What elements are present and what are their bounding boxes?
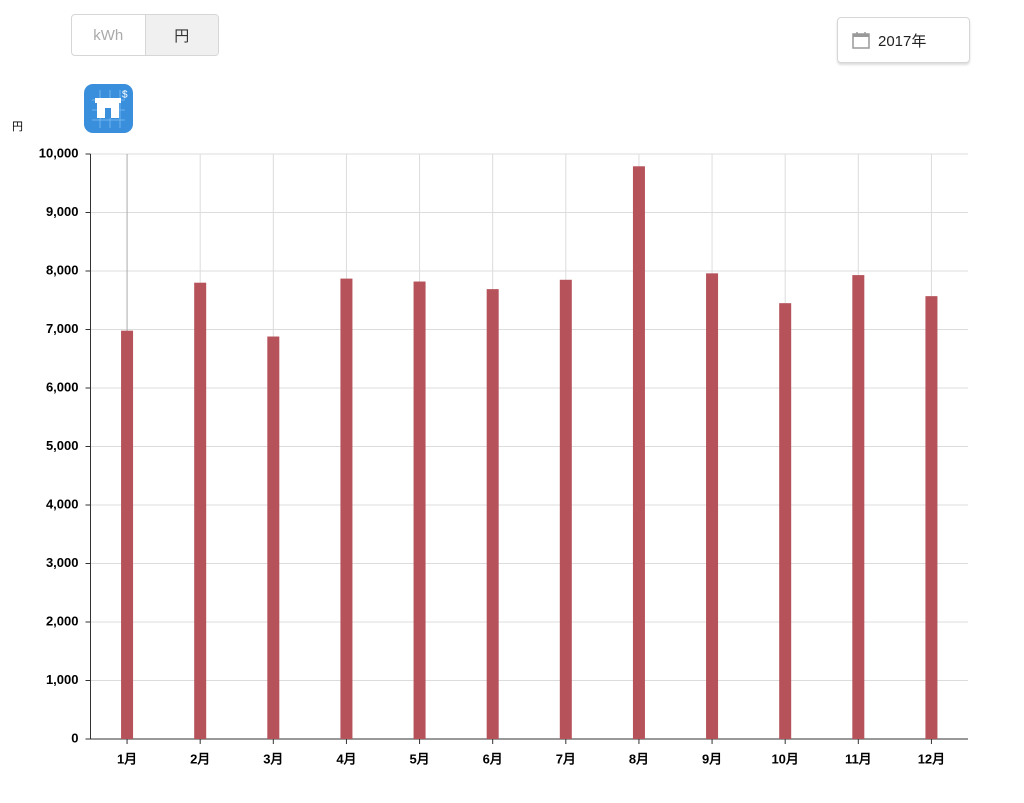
x-tick-label: 1月 <box>117 751 137 766</box>
calendar-icon <box>852 32 870 49</box>
y-tick-label: 0 <box>71 730 78 745</box>
toggle-yen[interactable]: 円 <box>144 15 218 55</box>
y-tick-label: 10,000 <box>39 145 79 160</box>
bar <box>413 281 426 739</box>
toggle-kwh[interactable]: kWh <box>93 26 124 44</box>
y-tick-label: 6,000 <box>46 379 79 394</box>
bar <box>779 303 792 739</box>
y-tick-label: 5,000 <box>46 438 79 453</box>
x-tick-label: 8月 <box>629 751 649 766</box>
x-tick-label: 10月 <box>771 751 798 766</box>
x-tick-label: 5月 <box>409 751 429 766</box>
x-tick-label: 6月 <box>483 751 503 766</box>
y-tick-label: 8,000 <box>46 262 79 277</box>
x-tick-label: 11月 <box>845 751 872 766</box>
period-label: 2017年 <box>878 32 927 50</box>
x-tick-label: 4月 <box>336 751 356 766</box>
bar <box>706 273 719 739</box>
bar <box>121 330 134 739</box>
bar <box>852 275 865 739</box>
x-tick-label: 12月 <box>918 751 945 766</box>
bar <box>486 289 499 739</box>
y-tick-label: 1,000 <box>46 672 79 687</box>
x-tick-label: 3月 <box>263 751 283 766</box>
y-tick-label: 9,000 <box>46 204 79 219</box>
y-unit: 円 <box>12 121 23 133</box>
y-tick-label: 2,000 <box>46 613 79 628</box>
bar <box>632 166 645 739</box>
y-tick-label: 7,000 <box>46 321 79 336</box>
icon-symbol: $ <box>122 90 128 101</box>
bar <box>559 279 572 739</box>
bar <box>267 336 280 739</box>
x-tick-label: 7月 <box>556 751 576 766</box>
unit-toggle: kWh 円 <box>71 14 219 56</box>
x-tick-label: 9月 <box>702 751 722 766</box>
period-button[interactable]: 2017年 <box>837 17 970 63</box>
app-icon[interactable]: $ <box>84 84 133 133</box>
bar <box>925 296 938 739</box>
y-tick-label: 3,000 <box>46 555 79 570</box>
bar <box>194 282 207 739</box>
bar <box>340 278 353 739</box>
x-tick-label: 2月 <box>190 751 210 766</box>
y-tick-label: 4,000 <box>46 496 79 511</box>
